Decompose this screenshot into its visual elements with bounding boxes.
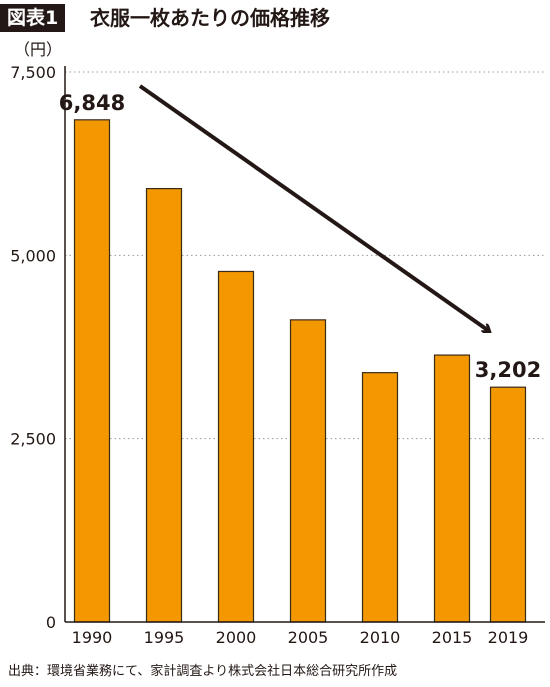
- y-tick-label: 7,500: [10, 63, 56, 82]
- bar-2010: [361, 372, 399, 623]
- bars: [73, 119, 527, 623]
- y-axis-unit: （円）: [14, 40, 62, 59]
- figure-label: 図表1: [0, 4, 66, 32]
- x-tick-label: 2010: [360, 628, 401, 647]
- bar-1995: [145, 188, 183, 623]
- bar-2015: [433, 354, 471, 623]
- bar-2019: [489, 386, 527, 623]
- chart-title: 衣服一枚あたりの価格推移: [90, 6, 330, 30]
- y-tick-label: 2,500: [10, 430, 56, 449]
- data-label-2019: 3,202: [475, 358, 541, 382]
- x-tick-label: 1990: [72, 628, 113, 647]
- source-note: 出典：環境省業務にて、家計調査より株式会社日本総合研究所作成: [8, 664, 398, 679]
- y-tick-label: 0: [46, 613, 56, 632]
- data-label-1990: 6,848: [59, 91, 125, 115]
- x-tick-label: 2005: [288, 628, 329, 647]
- x-tick-label: 2000: [216, 628, 257, 647]
- bar-1990: [73, 119, 111, 623]
- bar-2005: [289, 319, 327, 623]
- x-tick-label: 1995: [144, 628, 185, 647]
- chart-header: 図表1 衣服一枚あたりの価格推移: [0, 0, 550, 34]
- x-tick-label: 2015: [432, 628, 473, 647]
- labels: （円） 0 2,500 5,000 7,500 1990 1995 2000 2005 2010 2…: [10, 40, 541, 647]
- y-tick-label: 5,000: [10, 246, 56, 265]
- axes: [64, 66, 545, 623]
- x-tick-label: 2019: [488, 628, 529, 647]
- bar-2000: [217, 270, 255, 623]
- trend-arrow: [138, 84, 489, 331]
